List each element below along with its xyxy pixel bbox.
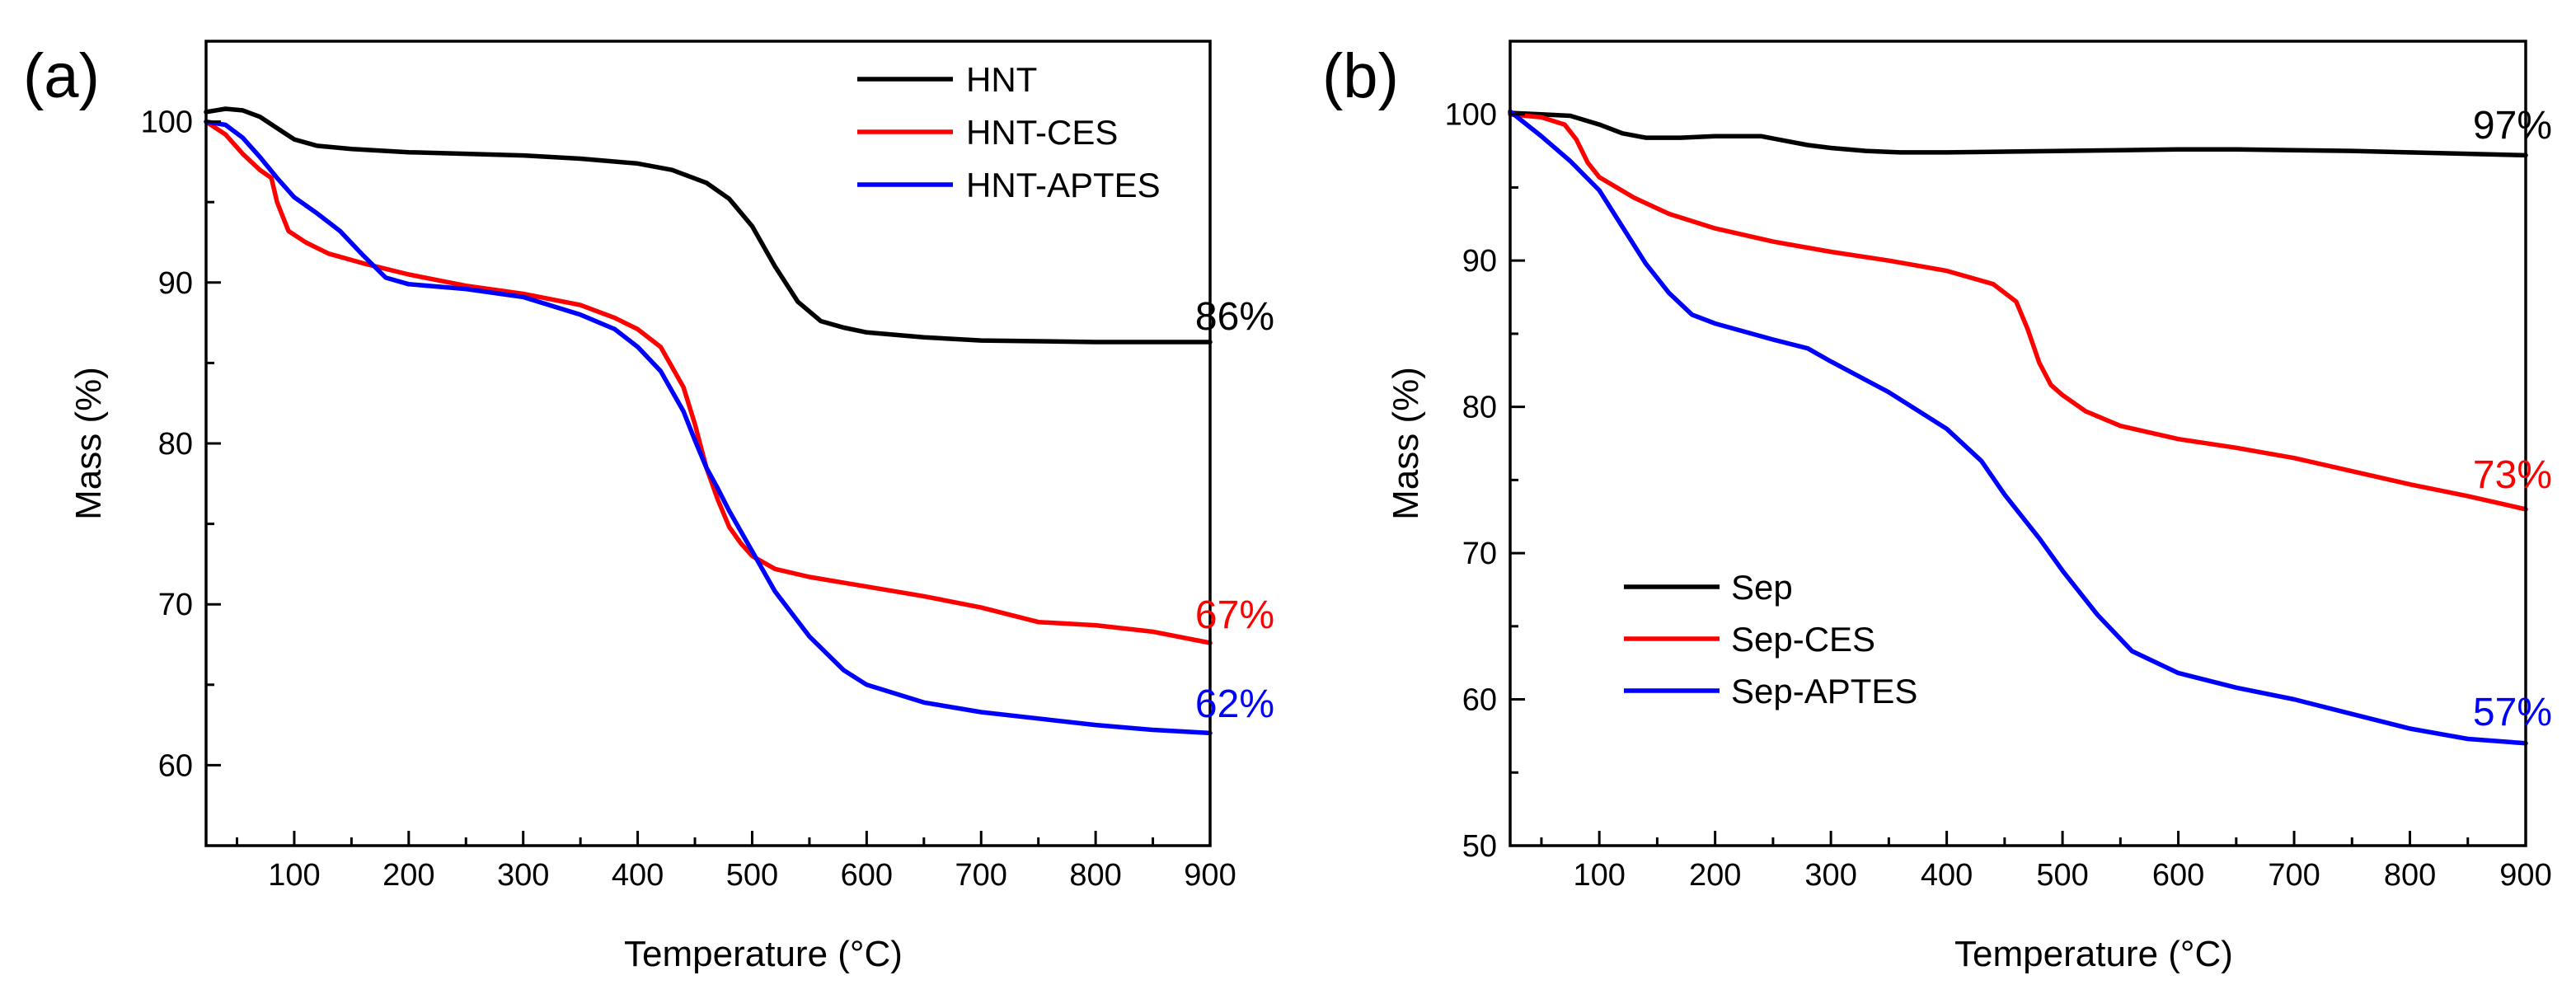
panel-b-legend: Sep Sep-CES Sep-APTES bbox=[1624, 568, 1917, 710]
series-line-sep-aptes bbox=[1510, 111, 2526, 743]
y-tick-label-a-80: 80 bbox=[158, 427, 193, 462]
legend-label-hnt: HNT bbox=[966, 60, 1037, 99]
panel-b-y-axis-title: Mass (%) bbox=[1386, 367, 1426, 520]
panel-a-plot-frame bbox=[206, 41, 1210, 846]
end-label-hnt-aptes: 62% bbox=[1195, 682, 1274, 726]
legend-label-sep-aptes: Sep-APTES bbox=[1731, 672, 1917, 710]
tga-figure: (a) 100 200 300 400 500 600 700 800 900 60 70 80 90… bbox=[0, 0, 2576, 994]
panel-a-y-ticks: 60 70 80 90 100 bbox=[141, 41, 221, 846]
legend-label-sep-ces: Sep-CES bbox=[1731, 620, 1875, 659]
end-label-sep: 97% bbox=[2473, 104, 2552, 148]
y-tick-label-b-100: 100 bbox=[1445, 98, 1497, 133]
x-tick-label-b-400: 400 bbox=[1921, 858, 1973, 893]
series-line-hnt-aptes bbox=[206, 122, 1210, 734]
y-tick-label-a-100: 100 bbox=[141, 105, 193, 140]
panel-a-letter: (a) bbox=[23, 41, 100, 111]
x-tick-label-b-800: 800 bbox=[2384, 858, 2436, 893]
x-tick-label-b-600: 600 bbox=[2152, 858, 2204, 893]
series-line-sep bbox=[1510, 113, 2526, 155]
y-tick-label-b-90: 90 bbox=[1462, 244, 1497, 279]
y-tick-label-b-70: 70 bbox=[1462, 537, 1497, 571]
x-tick-label-b-300: 300 bbox=[1804, 858, 1856, 893]
end-label-sep-aptes: 57% bbox=[2473, 691, 2552, 734]
x-tick-label-a-100: 100 bbox=[268, 858, 320, 893]
legend-label-hnt-ces: HNT-CES bbox=[966, 113, 1118, 152]
y-tick-label-a-90: 90 bbox=[158, 266, 193, 301]
x-tick-label-b-500: 500 bbox=[2036, 858, 2088, 893]
x-tick-label-a-500: 500 bbox=[726, 858, 778, 893]
panel-a-y-axis-title: Mass (%) bbox=[68, 367, 109, 520]
y-tick-label-b-60: 60 bbox=[1462, 683, 1497, 718]
panel-b-series-group bbox=[1510, 111, 2526, 743]
panel-a-x-ticks: 100 200 300 400 500 600 700 800 900 bbox=[237, 831, 1236, 893]
panel-b-y-ticks: 50 60 70 80 90 100 bbox=[1445, 41, 1525, 864]
series-line-sep-ces bbox=[1510, 115, 2526, 509]
x-tick-label-a-800: 800 bbox=[1069, 858, 1121, 893]
y-tick-label-a-60: 60 bbox=[158, 748, 193, 783]
panel-b-x-axis-title: Temperature (°C) bbox=[1954, 934, 2233, 974]
end-label-hnt-ces: 67% bbox=[1195, 593, 1274, 637]
y-tick-label-a-70: 70 bbox=[158, 588, 193, 622]
panel-a-legend: HNT HNT-CES HNT-APTES bbox=[857, 60, 1161, 204]
x-tick-label-a-700: 700 bbox=[955, 858, 1007, 893]
panel-b: (b) 100 200 300 400 500 600 700 800 900 50 60 70 80… bbox=[1322, 41, 2552, 974]
x-tick-label-b-100: 100 bbox=[1573, 858, 1625, 893]
x-tick-label-a-900: 900 bbox=[1184, 858, 1236, 893]
y-tick-label-b-80: 80 bbox=[1462, 391, 1497, 425]
panel-a-x-axis-title: Temperature (°C) bbox=[624, 934, 903, 974]
end-label-hnt: 86% bbox=[1195, 295, 1274, 339]
x-tick-label-a-300: 300 bbox=[497, 858, 549, 893]
panel-a: (a) 100 200 300 400 500 600 700 800 900 60 70 80 90… bbox=[23, 41, 1274, 974]
panel-b-letter: (b) bbox=[1322, 41, 1399, 111]
x-tick-label-a-200: 200 bbox=[382, 858, 434, 893]
panel-b-plot-frame bbox=[1510, 41, 2526, 846]
x-tick-label-b-900: 900 bbox=[2499, 858, 2551, 893]
x-tick-label-a-600: 600 bbox=[841, 858, 893, 893]
y-tick-label-b-50: 50 bbox=[1462, 829, 1497, 864]
legend-label-sep: Sep bbox=[1731, 568, 1793, 607]
panel-b-x-ticks: 100 200 300 400 500 600 700 800 900 bbox=[1541, 831, 2552, 893]
x-tick-label-a-400: 400 bbox=[612, 858, 664, 893]
x-tick-label-b-200: 200 bbox=[1689, 858, 1741, 893]
end-label-sep-ces: 73% bbox=[2473, 453, 2552, 497]
legend-label-hnt-aptes: HNT-APTES bbox=[966, 166, 1161, 204]
x-tick-label-b-700: 700 bbox=[2268, 858, 2320, 893]
